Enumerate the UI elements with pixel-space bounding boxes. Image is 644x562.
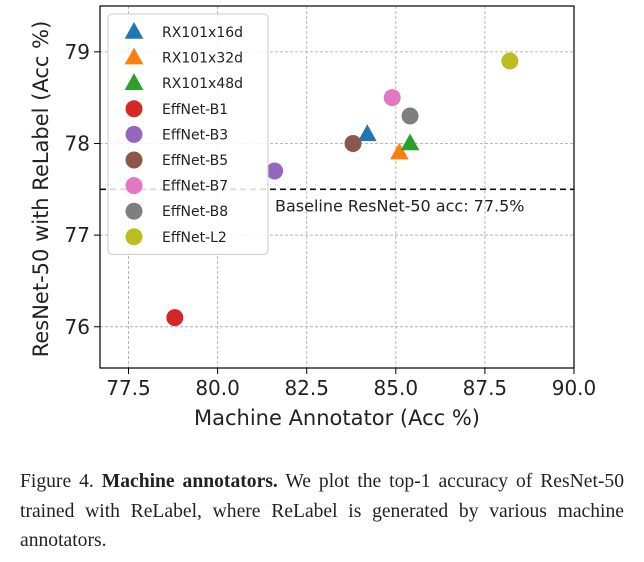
legend-marker-rx101x32d [124, 47, 144, 65]
legend-label-rx101x16d: RX101x16d [162, 25, 243, 41]
x-tick-label: 80.0 [195, 376, 240, 400]
legend-label-effnet-b3: EffNet-B3 [162, 127, 228, 143]
legend-marker-effnet-b3 [125, 125, 143, 143]
caption-label: Figure 4. [20, 471, 94, 492]
y-tick-label: 76 [65, 315, 90, 339]
point-rx101x16d [357, 124, 377, 142]
point-effnet-b5 [344, 134, 362, 152]
legend-marker-rx101x48d [124, 73, 144, 90]
x-tick-label: 82.5 [284, 376, 329, 400]
point-effnet-l2 [501, 52, 519, 70]
baseline-label: Baseline ResNet-50 acc: 77.5% [275, 196, 525, 215]
x-tick-label: 77.5 [106, 376, 151, 400]
y-axis-title: ResNet-50 with ReLabel (Acc %) [29, 21, 53, 358]
data-points [166, 52, 519, 327]
legend-marker-effnet-b1 [125, 100, 143, 118]
legend-label-effnet-b1: EffNet-B1 [162, 102, 228, 118]
legend-marker-rx101x16d [124, 21, 144, 39]
caption-bold: Machine annotators. [101, 471, 278, 492]
point-rx101x48d [400, 133, 420, 151]
point-effnet-b3 [266, 162, 284, 180]
caption-text: We plot the top-1 accuracy of ResNet-50 … [20, 471, 625, 551]
legend-label-effnet-b7: EffNet-B7 [162, 179, 228, 195]
scatter-chart: Baseline ResNet-50 acc: 77.5% RX101x16d R… [29, 5, 597, 430]
point-rx101x32d [390, 142, 409, 160]
legend-label-rx101x48d: RX101x48d [162, 76, 243, 92]
plot-frame [99, 5, 575, 369]
legend-label-effnet-b8: EffNet-B8 [162, 204, 228, 220]
x-axis-title: Machine Annotator (Acc %) [194, 406, 480, 430]
legend-box [107, 13, 269, 255]
x-tick-label: 87.5 [463, 376, 508, 400]
y-tick-label: 79 [65, 40, 90, 64]
y-tick-label: 77 [65, 223, 90, 247]
chart-canvas: Baseline ResNet-50 acc: 77.5% RX101x16dR… [29, 5, 597, 430]
legend-marker-effnet-b5 [125, 151, 143, 169]
figure-caption: Figure 4. Machine annotators. We plot th… [20, 467, 624, 556]
y-tick-label: 78 [65, 131, 90, 155]
x-tick-label: 90.0 [552, 376, 597, 400]
point-effnet-b8 [401, 107, 419, 125]
point-effnet-b1 [166, 309, 184, 327]
legend-label-effnet-l2: EffNet-L2 [162, 230, 227, 246]
legend-marker-effnet-b7 [125, 177, 143, 195]
baseline: Baseline ResNet-50 acc: 77.5% [100, 188, 574, 215]
legend-marker-effnet-l2 [125, 228, 143, 246]
axes: 77.5 80.0 82.5 85.0 87.5 90.0 76 77 78 79 Machine … [29, 5, 597, 430]
legend-label-rx101x32d: RX101x32d [162, 51, 243, 67]
legend: RX101x16d RX101x32d RX101x48d EffNet-B1 EffN… [107, 13, 269, 255]
x-tick-label: 85.0 [374, 376, 419, 400]
legend-marker-effnet-b8 [125, 202, 143, 220]
point-effnet-b7 [383, 89, 401, 107]
legend-label-effnet-b5: EffNet-B5 [162, 153, 228, 169]
